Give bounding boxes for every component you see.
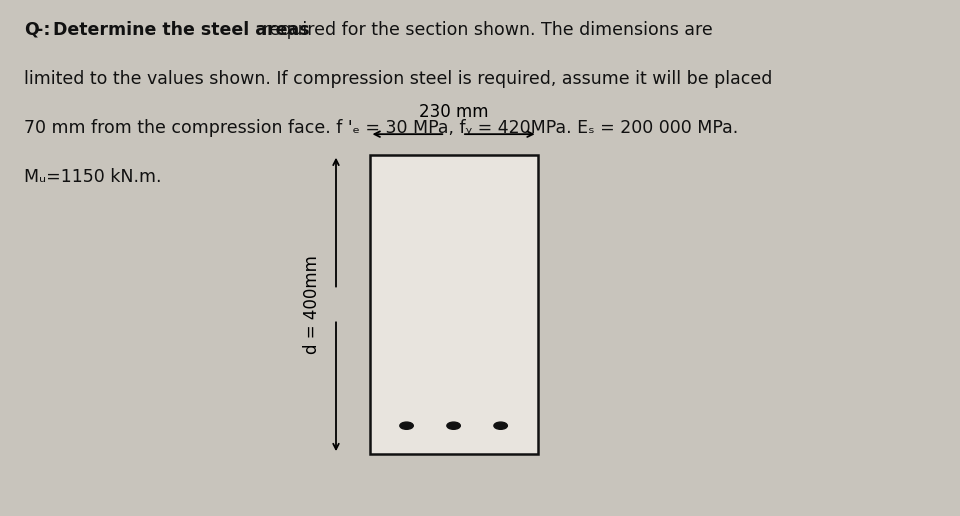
Bar	[370, 155, 538, 454]
Text: required for the section shown. The dimensions are: required for the section shown. The dime…	[257, 21, 713, 39]
Circle shape	[399, 422, 414, 429]
Circle shape	[493, 422, 508, 429]
Text: limited to the values shown. If compression steel is required, assume it will be: limited to the values shown. If compress…	[24, 70, 773, 88]
Text: -:: -:	[36, 21, 56, 39]
Text: 230 mm: 230 mm	[419, 103, 489, 121]
Circle shape	[446, 422, 461, 429]
Text: Mᵤ=1150 kN.m.: Mᵤ=1150 kN.m.	[24, 168, 161, 186]
Text: Determine the steel areas: Determine the steel areas	[53, 21, 309, 39]
Text: 70 mm from the compression face. f 'ₑ = 30 MPa, fᵧ = 420MPa. Eₛ = 200 000 MPa.: 70 mm from the compression face. f 'ₑ = …	[24, 119, 738, 137]
Text: Q: Q	[24, 21, 38, 39]
Text: d = 400mm: d = 400mm	[303, 255, 321, 354]
